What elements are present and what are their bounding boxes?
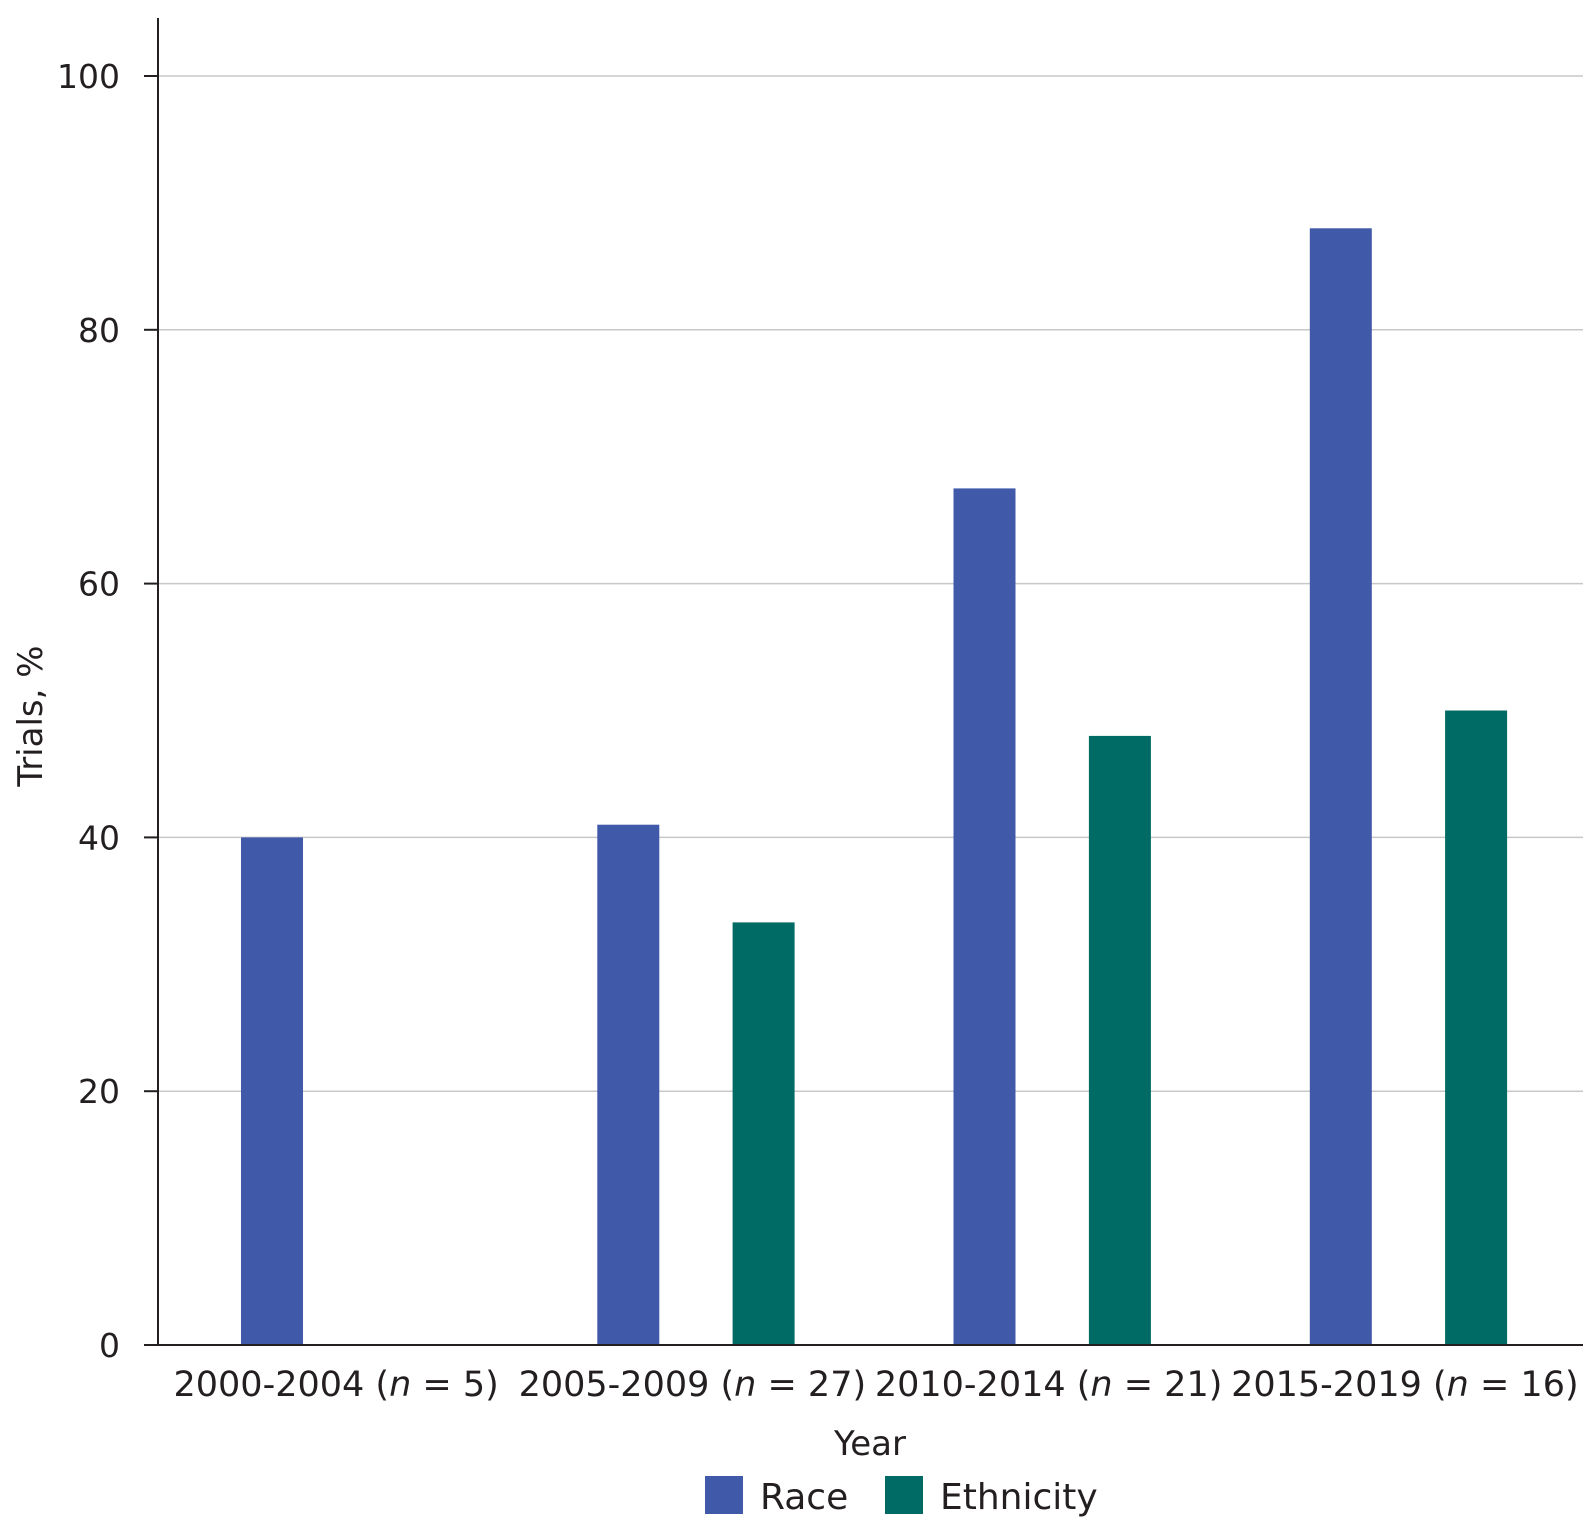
y-tick-label-40: 40 (78, 818, 120, 857)
legend: Race Ethnicity (705, 1476, 1098, 1518)
x-category-label-3: 2015-2019 (n = 16) (1231, 1365, 1579, 1405)
bar-ethnicity-3 (1445, 710, 1508, 1345)
y-tick-label-100: 100 (57, 57, 120, 96)
bar-ethnicity-2 (1088, 735, 1151, 1345)
legend-swatch-ethnicity (885, 1476, 923, 1514)
bar-race-1 (597, 824, 660, 1345)
x-category-label-2: 2010-2014 (n = 21) (875, 1365, 1223, 1405)
x-axis-title: Year (833, 1424, 906, 1464)
bar-race-0 (241, 837, 303, 1345)
bar-ethnicity-1 (732, 922, 795, 1345)
x-category-label-1: 2005-2009 (n = 27) (519, 1365, 867, 1405)
bar-race-2 (953, 488, 1016, 1345)
legend-swatch-race (705, 1476, 743, 1514)
axes (144, 18, 1583, 1346)
x-category-label-0: 2000-2004 (n = 5) (174, 1365, 499, 1405)
legend-label-ethnicity: Ethnicity (940, 1477, 1098, 1518)
bar-race-3 (1309, 228, 1372, 1345)
legend-label-race: Race (760, 1477, 848, 1518)
y-tick-label-60: 60 (78, 565, 120, 604)
y-tick-labels: 0 20 40 60 80 100 (57, 57, 120, 1365)
y-tick-label-0: 0 (99, 1326, 120, 1365)
y-tick-label-80: 80 (78, 311, 120, 350)
y-tick-label-20: 20 (78, 1072, 120, 1111)
x-category-labels: 2000-2004 (n = 5) 2005-2009 (n = 27) 2010-… (174, 1365, 1579, 1405)
y-axis-title: Trials, % (11, 645, 51, 787)
bars (241, 228, 1508, 1345)
